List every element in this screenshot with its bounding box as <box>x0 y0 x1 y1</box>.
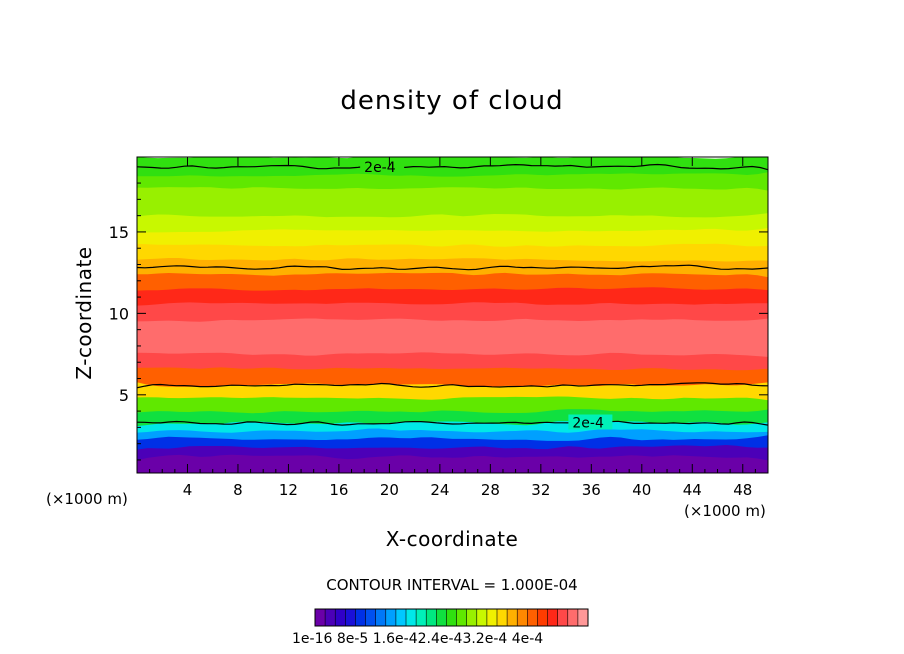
x-tick-label: 48 <box>733 481 752 499</box>
contour-label: 2e-4 <box>364 160 396 176</box>
colorbar-swatch <box>537 609 548 626</box>
colorbar-swatch <box>345 609 356 626</box>
density-field <box>137 157 768 473</box>
x-tick-label: 44 <box>683 481 702 499</box>
contour-line <box>137 264 768 271</box>
colorbar-swatch <box>385 609 397 626</box>
colorbar-swatch <box>395 609 407 626</box>
x-axis-label: X-coordinate <box>385 527 519 551</box>
colorbar-swatch <box>406 609 417 626</box>
contour-label: 2e-4 <box>572 416 604 432</box>
colorbar-swatch <box>446 609 457 626</box>
colorbar-tick-labels: 1e-16 8e-5 1.6e-42.4e-43.2e-4 4e-4 <box>292 631 544 647</box>
x-tick-label: 12 <box>279 481 298 499</box>
colorbar-swatch <box>577 609 589 626</box>
y-axis: 5 10 15 <box>109 182 768 461</box>
x-tick-label: 24 <box>430 481 449 499</box>
colorbar-swatch <box>547 609 558 626</box>
colorbar-swatch <box>375 609 387 626</box>
colorbar-swatch <box>527 609 538 626</box>
colorbar-swatch <box>567 609 579 626</box>
colorbar-swatch <box>365 609 376 626</box>
contour-label-bg <box>568 414 613 430</box>
colorbar-swatch <box>507 609 518 626</box>
y-tick-label: 15 <box>109 223 129 242</box>
x-tick-label: 28 <box>481 481 500 499</box>
x-tick-label: 8 <box>233 481 243 499</box>
colorbar-swatch <box>517 609 528 626</box>
colorbar-swatch <box>355 609 366 626</box>
contour-labels: 2e-4 2e-4 <box>360 158 613 432</box>
chart-title: density of cloud <box>340 86 564 116</box>
x-tick-label: 4 <box>183 481 193 499</box>
colorbar-swatch <box>335 609 346 626</box>
colorbar-frame <box>314 608 589 627</box>
colorbar-swatch <box>315 609 326 626</box>
y-axis-label: Z-coordinate <box>72 246 96 380</box>
colorbar-swatch <box>436 609 447 626</box>
colorbar-swatch <box>456 609 467 626</box>
colorbar-swatch <box>557 609 569 626</box>
x-axis: 4 8 12 16 20 24 28 32 36 40 44 48 <box>149 157 756 499</box>
y-tick-label: 10 <box>109 304 129 323</box>
colorbar-swatch <box>486 609 498 626</box>
contour-line <box>137 420 768 426</box>
colorbar <box>314 608 589 627</box>
x-unit-right: (×1000 m) <box>684 502 766 520</box>
colorbar-swatch <box>416 609 427 626</box>
colorbar-swatch <box>325 609 336 626</box>
contour-line <box>137 163 768 171</box>
contour-interval-text: CONTOUR INTERVAL = 1.000E-04 <box>326 576 578 594</box>
contour-lines <box>137 163 768 426</box>
colorbar-swatch <box>466 609 478 626</box>
colorbar-swatch <box>476 609 488 626</box>
contour-line <box>137 382 768 389</box>
contour-label-bg <box>360 158 405 174</box>
x-tick-label: 16 <box>329 481 348 499</box>
x-tick-label: 32 <box>531 481 550 499</box>
density-band <box>137 454 768 473</box>
x-tick-label: 20 <box>380 481 399 499</box>
colorbar-swatch <box>497 609 508 626</box>
x-tick-label: 36 <box>582 481 601 499</box>
x-tick-label: 40 <box>632 481 651 499</box>
y-tick-label: 5 <box>119 386 129 405</box>
colorbar-swatch <box>426 609 437 626</box>
x-unit-left: (×1000 m) <box>46 490 128 508</box>
